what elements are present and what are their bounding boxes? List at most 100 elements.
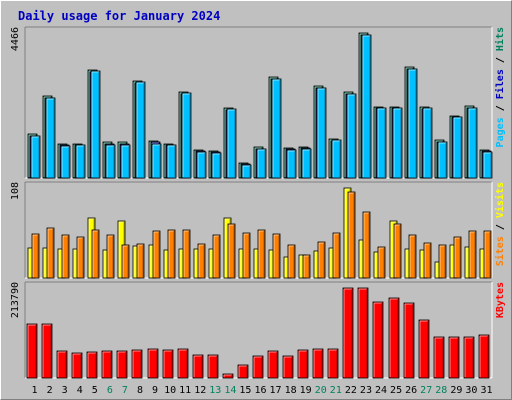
- x-label-day-18: 18: [285, 385, 297, 396]
- bar-pages-day-1: [30, 135, 41, 179]
- legend-files: Files: [494, 69, 506, 99]
- x-label-day-31: 31: [480, 385, 492, 396]
- bar-pages-day-9: [151, 143, 162, 179]
- bar-pages-day-21: [331, 139, 342, 179]
- y-max-label: 213790: [10, 282, 21, 318]
- bar-kbytes-day-21: [327, 348, 339, 379]
- bar-pages-day-28: [437, 141, 448, 179]
- bar-sites-day-27: [423, 242, 432, 279]
- panel-top: 4466 Pages / Files / Hits: [10, 26, 506, 179]
- bar-kbytes-day-22: [342, 287, 354, 379]
- bar-kbytes-day-29: [448, 336, 460, 379]
- panel-bottom: 213790 KBytes: [10, 281, 506, 379]
- bar-pages-day-4: [75, 144, 86, 179]
- x-label-day-23: 23: [360, 385, 372, 396]
- bar-pages-day-7: [120, 144, 131, 179]
- bar-sites-day-31: [483, 230, 492, 279]
- bar-sites-day-7: [121, 244, 130, 279]
- x-label-day-30: 30: [465, 385, 477, 396]
- bar-sites-day-3: [61, 234, 70, 279]
- y-max-label: 4466: [10, 27, 21, 51]
- bar-kbytes-day-14: [222, 373, 234, 379]
- bar-pages-day-19: [301, 148, 312, 179]
- bar-kbytes-day-28: [433, 336, 445, 379]
- legend-hits: Hits: [494, 27, 506, 51]
- bar-sites-day-14: [227, 223, 236, 279]
- bar-kbytes-day-30: [463, 336, 475, 379]
- bar-pages-day-29: [452, 116, 463, 179]
- bar-pages-day-31: [482, 151, 493, 179]
- bar-pages-day-11: [181, 92, 192, 179]
- bar-sites-day-26: [408, 234, 417, 279]
- bar-kbytes-day-23: [357, 287, 369, 379]
- bar-sites-day-17: [272, 233, 281, 279]
- legend-separator: /: [495, 218, 506, 236]
- bar-sites-day-12: [197, 243, 206, 279]
- bar-sites-day-28: [438, 244, 447, 279]
- x-label-day-7: 7: [122, 385, 128, 396]
- bar-kbytes-day-1: [26, 323, 38, 379]
- x-label-day-20: 20: [315, 385, 327, 396]
- legend-visits: Visits: [494, 182, 506, 218]
- bar-pages-day-12: [196, 151, 207, 179]
- bar-kbytes-day-31: [478, 334, 490, 379]
- x-label-day-14: 14: [224, 385, 236, 396]
- series-sites: [31, 191, 492, 279]
- x-label-day-29: 29: [450, 385, 462, 396]
- legend-bottom: KBytes: [495, 282, 506, 318]
- x-label-day-2: 2: [47, 385, 53, 396]
- bar-sites-day-21: [332, 232, 341, 279]
- legend-pages: Pages: [495, 117, 506, 147]
- x-label-day-10: 10: [164, 385, 176, 396]
- bar-kbytes-day-27: [418, 319, 430, 379]
- bar-kbytes-day-15: [237, 364, 249, 379]
- legend-middle: Sites / Visits: [494, 182, 506, 266]
- legend-kbytes: KBytes: [495, 282, 506, 318]
- bar-kbytes-day-17: [267, 350, 279, 379]
- x-label-day-16: 16: [254, 385, 266, 396]
- bar-pages-day-10: [166, 144, 177, 179]
- bar-pages-day-8: [135, 81, 146, 179]
- chart-panels: 4466 Pages / Files / Hits 108 Sites / Visit…: [10, 26, 506, 379]
- bar-sites-day-10: [167, 229, 176, 279]
- bar-sites-day-6: [106, 234, 115, 279]
- x-label-day-4: 4: [77, 385, 83, 396]
- bar-sites-day-22: [347, 191, 356, 279]
- bar-kbytes-day-8: [131, 349, 143, 379]
- bar-kbytes-day-19: [297, 349, 309, 379]
- bar-sites-day-18: [287, 244, 296, 279]
- bar-kbytes-day-10: [162, 349, 174, 379]
- bar-pages-day-20: [316, 87, 327, 179]
- bar-sites-day-5: [91, 229, 100, 279]
- bar-sites-day-30: [468, 230, 477, 279]
- x-label-day-15: 15: [239, 385, 251, 396]
- bar-pages-day-22: [346, 93, 357, 179]
- series-visits: [27, 187, 488, 279]
- bar-sites-day-20: [317, 241, 326, 279]
- bar-kbytes-day-13: [207, 354, 219, 379]
- bar-kbytes-day-12: [192, 354, 204, 379]
- x-label-day-1: 1: [32, 385, 38, 396]
- legend-top: Pages / Files / Hits: [494, 27, 506, 147]
- x-label-day-9: 9: [152, 385, 158, 396]
- bar-pages-day-24: [376, 107, 387, 179]
- bar-sites-day-2: [46, 227, 55, 279]
- x-label-day-19: 19: [300, 385, 312, 396]
- x-label-day-25: 25: [390, 385, 402, 396]
- bar-pages-day-6: [105, 144, 116, 179]
- legend-separator: /: [495, 51, 506, 69]
- bar-sites-day-15: [242, 232, 251, 279]
- bar-kbytes-day-4: [71, 352, 83, 379]
- bar-kbytes-day-18: [282, 355, 294, 379]
- chart-title: Daily usage for January 2024: [18, 9, 220, 23]
- bar-sites-day-16: [257, 229, 266, 279]
- bar-pages-day-3: [60, 145, 71, 179]
- x-label-day-11: 11: [179, 385, 191, 396]
- bar-sites-day-11: [182, 229, 191, 279]
- bar-kbytes-day-16: [252, 355, 264, 379]
- bar-pages-day-13: [211, 152, 222, 179]
- x-label-day-22: 22: [345, 385, 357, 396]
- bar-pages-day-26: [407, 68, 418, 179]
- bar-sites-day-9: [152, 230, 161, 279]
- bar-pages-day-27: [422, 107, 433, 179]
